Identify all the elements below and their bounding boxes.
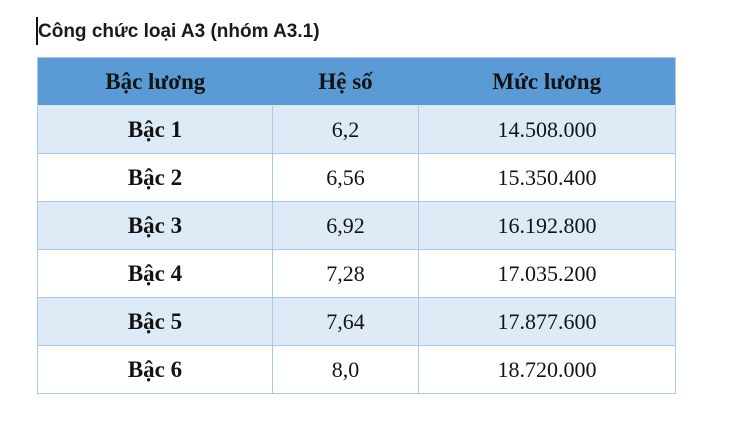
header-cell-level: Bậc lương bbox=[37, 57, 273, 106]
cell-coefficient: 7,28 bbox=[272, 249, 419, 298]
text-cursor bbox=[36, 17, 38, 45]
table-row: Bậc 4 7,28 17.035.200 bbox=[37, 249, 676, 298]
cell-coefficient: 6,92 bbox=[272, 201, 419, 250]
cell-level: Bậc 3 bbox=[37, 201, 273, 250]
cell-salary: 14.508.000 bbox=[418, 105, 676, 154]
cell-salary: 16.192.800 bbox=[418, 201, 676, 250]
cell-level: Bậc 5 bbox=[37, 297, 273, 346]
cell-coefficient: 6,56 bbox=[272, 153, 419, 202]
cell-coefficient: 7,64 bbox=[272, 297, 419, 346]
cell-level: Bậc 4 bbox=[37, 249, 273, 298]
cell-level: Bậc 1 bbox=[37, 105, 273, 154]
table-row: Bậc 3 6,92 16.192.800 bbox=[37, 201, 676, 250]
header-cell-coefficient: Hệ số bbox=[272, 57, 419, 106]
salary-table: Bậc lương Hệ số Mức lương Bậc 1 6,2 14.5… bbox=[37, 57, 676, 394]
table-row: Bậc 2 6,56 15.350.400 bbox=[37, 153, 676, 202]
cell-salary: 15.350.400 bbox=[418, 153, 676, 202]
cell-salary: 17.035.200 bbox=[418, 249, 676, 298]
cell-salary: 18.720.000 bbox=[418, 345, 676, 394]
table-row: Bậc 5 7,64 17.877.600 bbox=[37, 297, 676, 346]
cell-salary: 17.877.600 bbox=[418, 297, 676, 346]
table-header-row: Bậc lương Hệ số Mức lương bbox=[37, 57, 676, 106]
table-row: Bậc 6 8,0 18.720.000 bbox=[37, 345, 676, 394]
page-title: Công chức loại A3 (nhóm A3.1) bbox=[38, 21, 320, 42]
table-row: Bậc 1 6,2 14.508.000 bbox=[37, 105, 676, 154]
cell-level: Bậc 6 bbox=[37, 345, 273, 394]
cell-coefficient: 6,2 bbox=[272, 105, 419, 154]
cell-level: Bậc 2 bbox=[37, 153, 273, 202]
header-cell-salary: Mức lương bbox=[418, 57, 676, 106]
cell-coefficient: 8,0 bbox=[272, 345, 419, 394]
